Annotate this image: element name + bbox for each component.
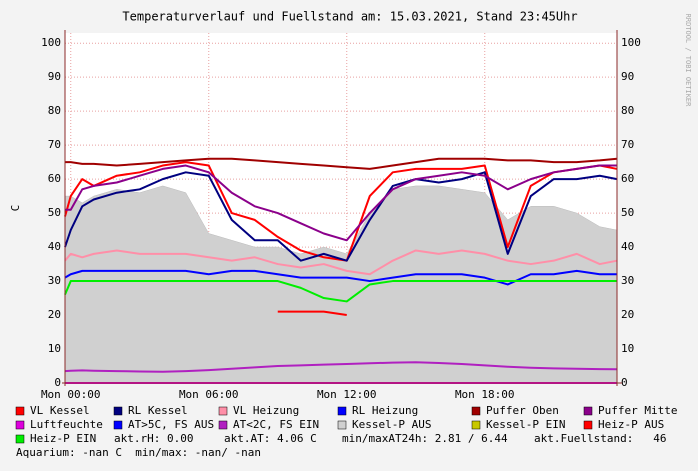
status-text: min/maxAT24h: 2.81 / 6.44 [342, 432, 508, 445]
status-text: akt.Fuellstand: 46 [534, 432, 666, 445]
y-tick-label: 40 [48, 240, 61, 253]
y-tick-label-right: 70 [621, 138, 634, 151]
y-tick-label-right: 50 [621, 206, 634, 219]
legend-swatch [337, 420, 347, 430]
series-line [64, 269, 617, 286]
legend-swatch [218, 406, 228, 416]
series-line [64, 361, 618, 373]
status-text: akt.rH: 0.00 [114, 432, 193, 445]
y-axis-label: C [9, 205, 22, 212]
legend-label: RL Heizung [352, 404, 418, 417]
legend-swatch [337, 406, 347, 416]
x-tick-label: Mon 12:00 [317, 388, 377, 401]
x-tick-label: Mon 18:00 [455, 388, 515, 401]
legend-label: VL Heizung [233, 404, 299, 417]
legend-label: AT>5C, FS AUS [128, 418, 214, 431]
y-tick-label: 100 [41, 36, 61, 49]
legend-swatch [218, 420, 228, 430]
legend-swatch [113, 420, 123, 430]
y-tick-label: 30 [48, 274, 61, 287]
legend-label: Puffer Mitte [598, 404, 677, 417]
chart-title: Temperaturverlauf und Fuellstand am: 15.… [122, 10, 577, 24]
y-tick-label-right: 80 [621, 104, 634, 117]
y-tick-label: 10 [48, 342, 61, 355]
legend-label: VL Kessel [30, 404, 90, 417]
series-line [64, 161, 618, 262]
y-tick-label-right: 0 [621, 376, 628, 389]
x-tick-label: Mon 06:00 [179, 388, 239, 401]
footer-text: Aquarium: -nan C min/max: -nan/ -nan [16, 446, 261, 459]
y-tick-label: 60 [48, 172, 61, 185]
y-tick-label-right: 40 [621, 240, 634, 253]
legend-label: Luftfeuchte [30, 418, 103, 431]
series-line [277, 310, 347, 317]
legend-swatch [583, 420, 593, 430]
legend-swatch [15, 406, 25, 416]
status-text: akt.AT: 4.06 C [224, 432, 317, 445]
y-tick-label: 20 [48, 308, 61, 321]
legend-swatch [583, 406, 593, 416]
series-line [64, 249, 618, 276]
y-tick-label-right: 10 [621, 342, 634, 355]
series-line [65, 157, 618, 170]
legend-label: Kessel-P AUS [352, 418, 431, 431]
watermark: RRDTOOL / TOBI OETIKER [684, 14, 692, 108]
area [64, 185, 618, 384]
y-tick-label-right: 20 [621, 308, 634, 321]
y-tick-label: 90 [48, 70, 61, 83]
y-tick-label-right: 60 [621, 172, 634, 185]
legend-label: Kessel-P EIN [486, 418, 565, 431]
legend-swatch [15, 434, 25, 444]
legend-label: Puffer Oben [486, 404, 559, 417]
y-tick-label: 80 [48, 104, 61, 117]
y-tick-label-right: 30 [621, 274, 634, 287]
legend-label: Heiz-P EIN [30, 432, 96, 445]
series-line [64, 171, 618, 262]
legend-swatch [113, 406, 123, 416]
series-line [64, 280, 617, 303]
legend-label: Heiz-P AUS [598, 418, 664, 431]
y-tick-label: 50 [48, 206, 61, 219]
y-tick-label-right: 100 [621, 36, 641, 49]
series-line [65, 164, 617, 242]
legend-swatch [471, 420, 481, 430]
legend-label: AT<2C, FS EIN [233, 418, 319, 431]
y-tick-label: 0 [54, 376, 61, 389]
y-tick-label-right: 90 [621, 70, 634, 83]
legend-swatch [471, 406, 481, 416]
x-tick-label: Mon 00:00 [41, 388, 101, 401]
legend-swatch [15, 420, 25, 430]
y-tick-label: 70 [48, 138, 61, 151]
legend-label: RL Kessel [128, 404, 188, 417]
